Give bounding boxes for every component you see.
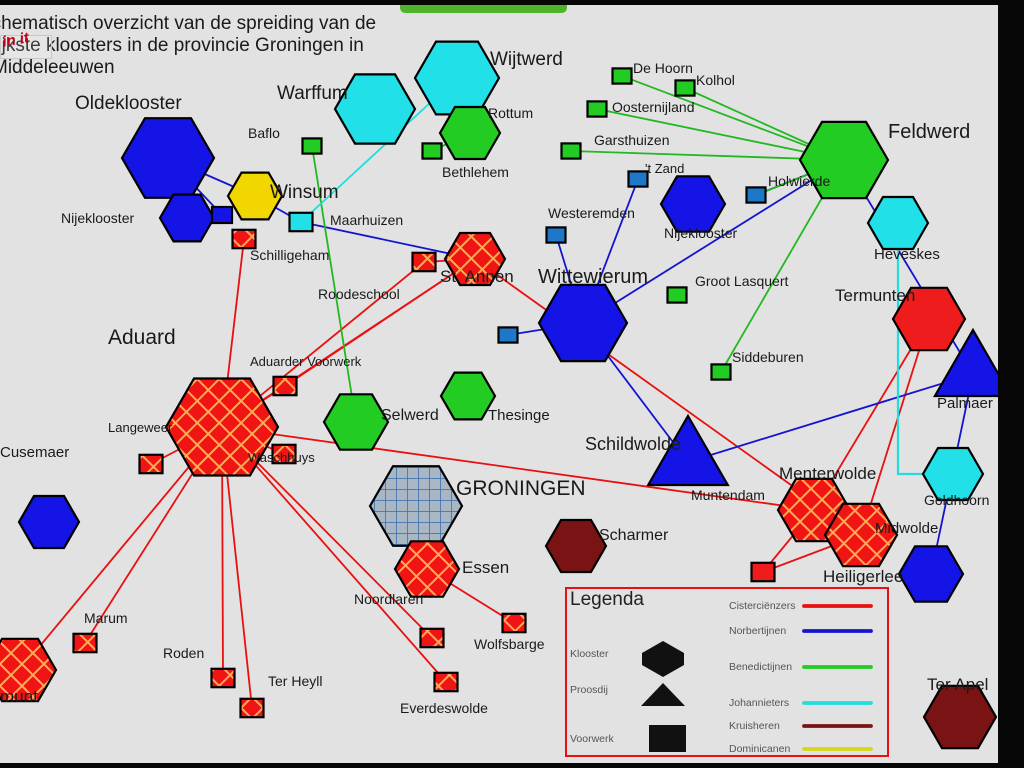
- svg-text:Aduarder Voorwerk: Aduarder Voorwerk: [250, 354, 362, 369]
- svg-text:Thesinge: Thesinge: [488, 407, 550, 424]
- svg-text:Garsthuizen: Garsthuizen: [594, 132, 669, 148]
- svg-text:Westeremden: Westeremden: [548, 205, 635, 221]
- svg-text:Groot Lasquert: Groot Lasquert: [695, 273, 788, 289]
- svg-text:Essen: Essen: [462, 558, 509, 577]
- svg-text:Baflo: Baflo: [248, 125, 280, 141]
- svg-text:'t Zand: 't Zand: [645, 161, 684, 176]
- svg-text:Wijtwerd: Wijtwerd: [490, 49, 563, 70]
- svg-text:Legenda: Legenda: [570, 589, 644, 610]
- svg-text:Kolhol: Kolhol: [696, 72, 735, 88]
- svg-text:Roden: Roden: [163, 645, 204, 661]
- svg-text:Schilligeham: Schilligeham: [250, 247, 329, 263]
- svg-text:Waschhuys: Waschhuys: [248, 450, 315, 465]
- svg-text:Proosdij: Proosdij: [570, 684, 608, 696]
- svg-text:Termunten: Termunten: [835, 286, 915, 305]
- svg-text:Klooster: Klooster: [570, 648, 609, 660]
- svg-text:Johannieters: Johannieters: [729, 697, 789, 709]
- svg-text:Dominicanen: Dominicanen: [729, 743, 790, 755]
- svg-text:Heiligerlee: Heiligerlee: [823, 567, 903, 586]
- svg-text:Menterwolde: Menterwolde: [779, 464, 876, 483]
- svg-text:Midwolde: Midwolde: [875, 520, 938, 537]
- svg-text:Palmaer: Palmaer: [937, 395, 993, 412]
- svg-text:Cisterciënzers: Cisterciënzers: [729, 600, 796, 612]
- svg-text:Muntendam: Muntendam: [691, 487, 765, 503]
- svg-text:Rottum: Rottum: [488, 105, 533, 121]
- svg-text:St. Annen: St. Annen: [440, 267, 514, 286]
- svg-text:Scharmer: Scharmer: [599, 527, 669, 544]
- svg-text:Selwerd: Selwerd: [381, 407, 439, 424]
- svg-text:Oosternijland: Oosternijland: [612, 99, 695, 115]
- svg-text:Schildwolde: Schildwolde: [585, 434, 681, 454]
- svg-text:Maarhuizen: Maarhuizen: [330, 212, 403, 228]
- svg-text:Warffum: Warffum: [277, 83, 348, 104]
- svg-text:Aduard: Aduard: [108, 326, 176, 349]
- svg-text:GRONINGEN: GRONINGEN: [456, 477, 586, 500]
- svg-text:Nijeklooster: Nijeklooster: [664, 225, 737, 241]
- svg-text:Bethlehem: Bethlehem: [442, 164, 509, 180]
- svg-text:De Hoorn: De Hoorn: [633, 60, 693, 76]
- svg-text:Marum: Marum: [84, 610, 128, 626]
- svg-text:Siddeburen: Siddeburen: [732, 349, 804, 365]
- svg-text:Heveskes: Heveskes: [874, 246, 940, 263]
- svg-text:Oldeklooster: Oldeklooster: [75, 93, 182, 114]
- svg-text:Norbertijnen: Norbertijnen: [729, 625, 786, 637]
- svg-text:Winsum: Winsum: [270, 182, 339, 203]
- svg-text:Holwierde: Holwierde: [768, 173, 830, 189]
- svg-text:Feldwerd: Feldwerd: [888, 121, 970, 143]
- svg-text:Benedictijnen: Benedictijnen: [729, 661, 792, 673]
- svg-text:Wolfsbarge: Wolfsbarge: [474, 636, 545, 652]
- svg-text:Ter Apel: Ter Apel: [927, 675, 988, 694]
- svg-text:munt: munt: [0, 687, 38, 706]
- svg-text:Langeweer: Langeweer: [108, 420, 173, 435]
- svg-text:Cusemaer: Cusemaer: [0, 444, 69, 461]
- svg-text:Goldhoorn: Goldhoorn: [924, 492, 989, 508]
- svg-text:Roodeschool: Roodeschool: [318, 286, 400, 302]
- svg-text:Noordlaren: Noordlaren: [354, 591, 423, 607]
- svg-text:Everdeswolde: Everdeswolde: [400, 700, 488, 716]
- svg-text:Wittewierum: Wittewierum: [538, 266, 648, 288]
- svg-text:Voorwerk: Voorwerk: [570, 733, 615, 745]
- svg-text:Nijeklooster: Nijeklooster: [61, 210, 134, 226]
- svg-text:Ter Heyll: Ter Heyll: [268, 673, 322, 689]
- svg-text:Kruisheren: Kruisheren: [729, 720, 780, 732]
